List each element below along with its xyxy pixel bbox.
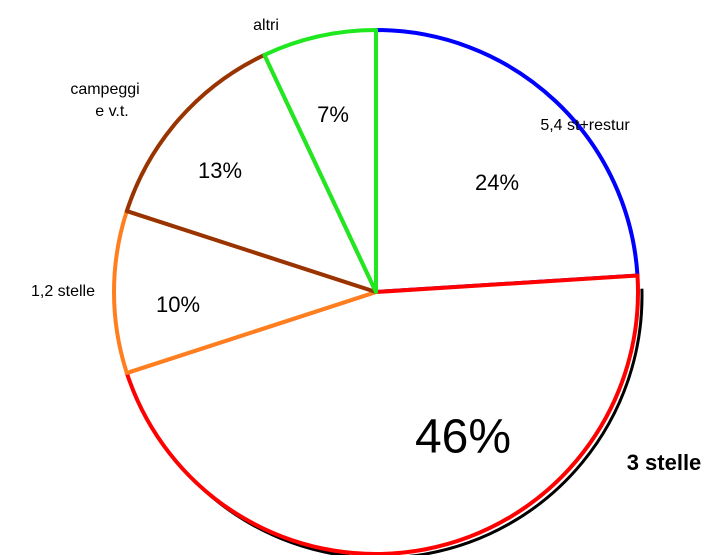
value-label-campeggi-e-v-t: 13% <box>198 158 242 183</box>
category-label-3-stelle: 3 stelle <box>627 450 702 475</box>
slice-altri <box>262 28 378 294</box>
category-label-line: e v.t. <box>95 103 129 120</box>
value-label-1-2-stelle: 10% <box>156 292 200 317</box>
value-labels: 24% 46% 10% 13% 7% <box>156 102 519 464</box>
slice-1-2-stelle <box>112 209 378 375</box>
category-label-campeggi-e-v-t: campeggi e v.t. <box>70 81 139 120</box>
category-label-altri: altri <box>253 17 279 34</box>
slice-5-4-st-restur <box>374 28 640 294</box>
value-label-altri: 7% <box>317 102 349 127</box>
category-label-5-4-st-restur: 5,4 st+restur <box>540 117 630 134</box>
category-label-1-2-stelle: 1,2 stelle <box>31 283 95 300</box>
pie-slices <box>112 28 640 555</box>
value-label-5-4-st-restur: 24% <box>475 170 519 195</box>
slice-3-stelle <box>124 273 640 555</box>
value-label-3-stelle: 46% <box>415 411 511 464</box>
slice-campeggi-e-v-t <box>124 52 378 294</box>
category-labels: 5,4 st+restur 3 stelle 1,2 stelle campeggi e… <box>31 17 701 475</box>
category-label-line: campeggi <box>70 81 139 98</box>
